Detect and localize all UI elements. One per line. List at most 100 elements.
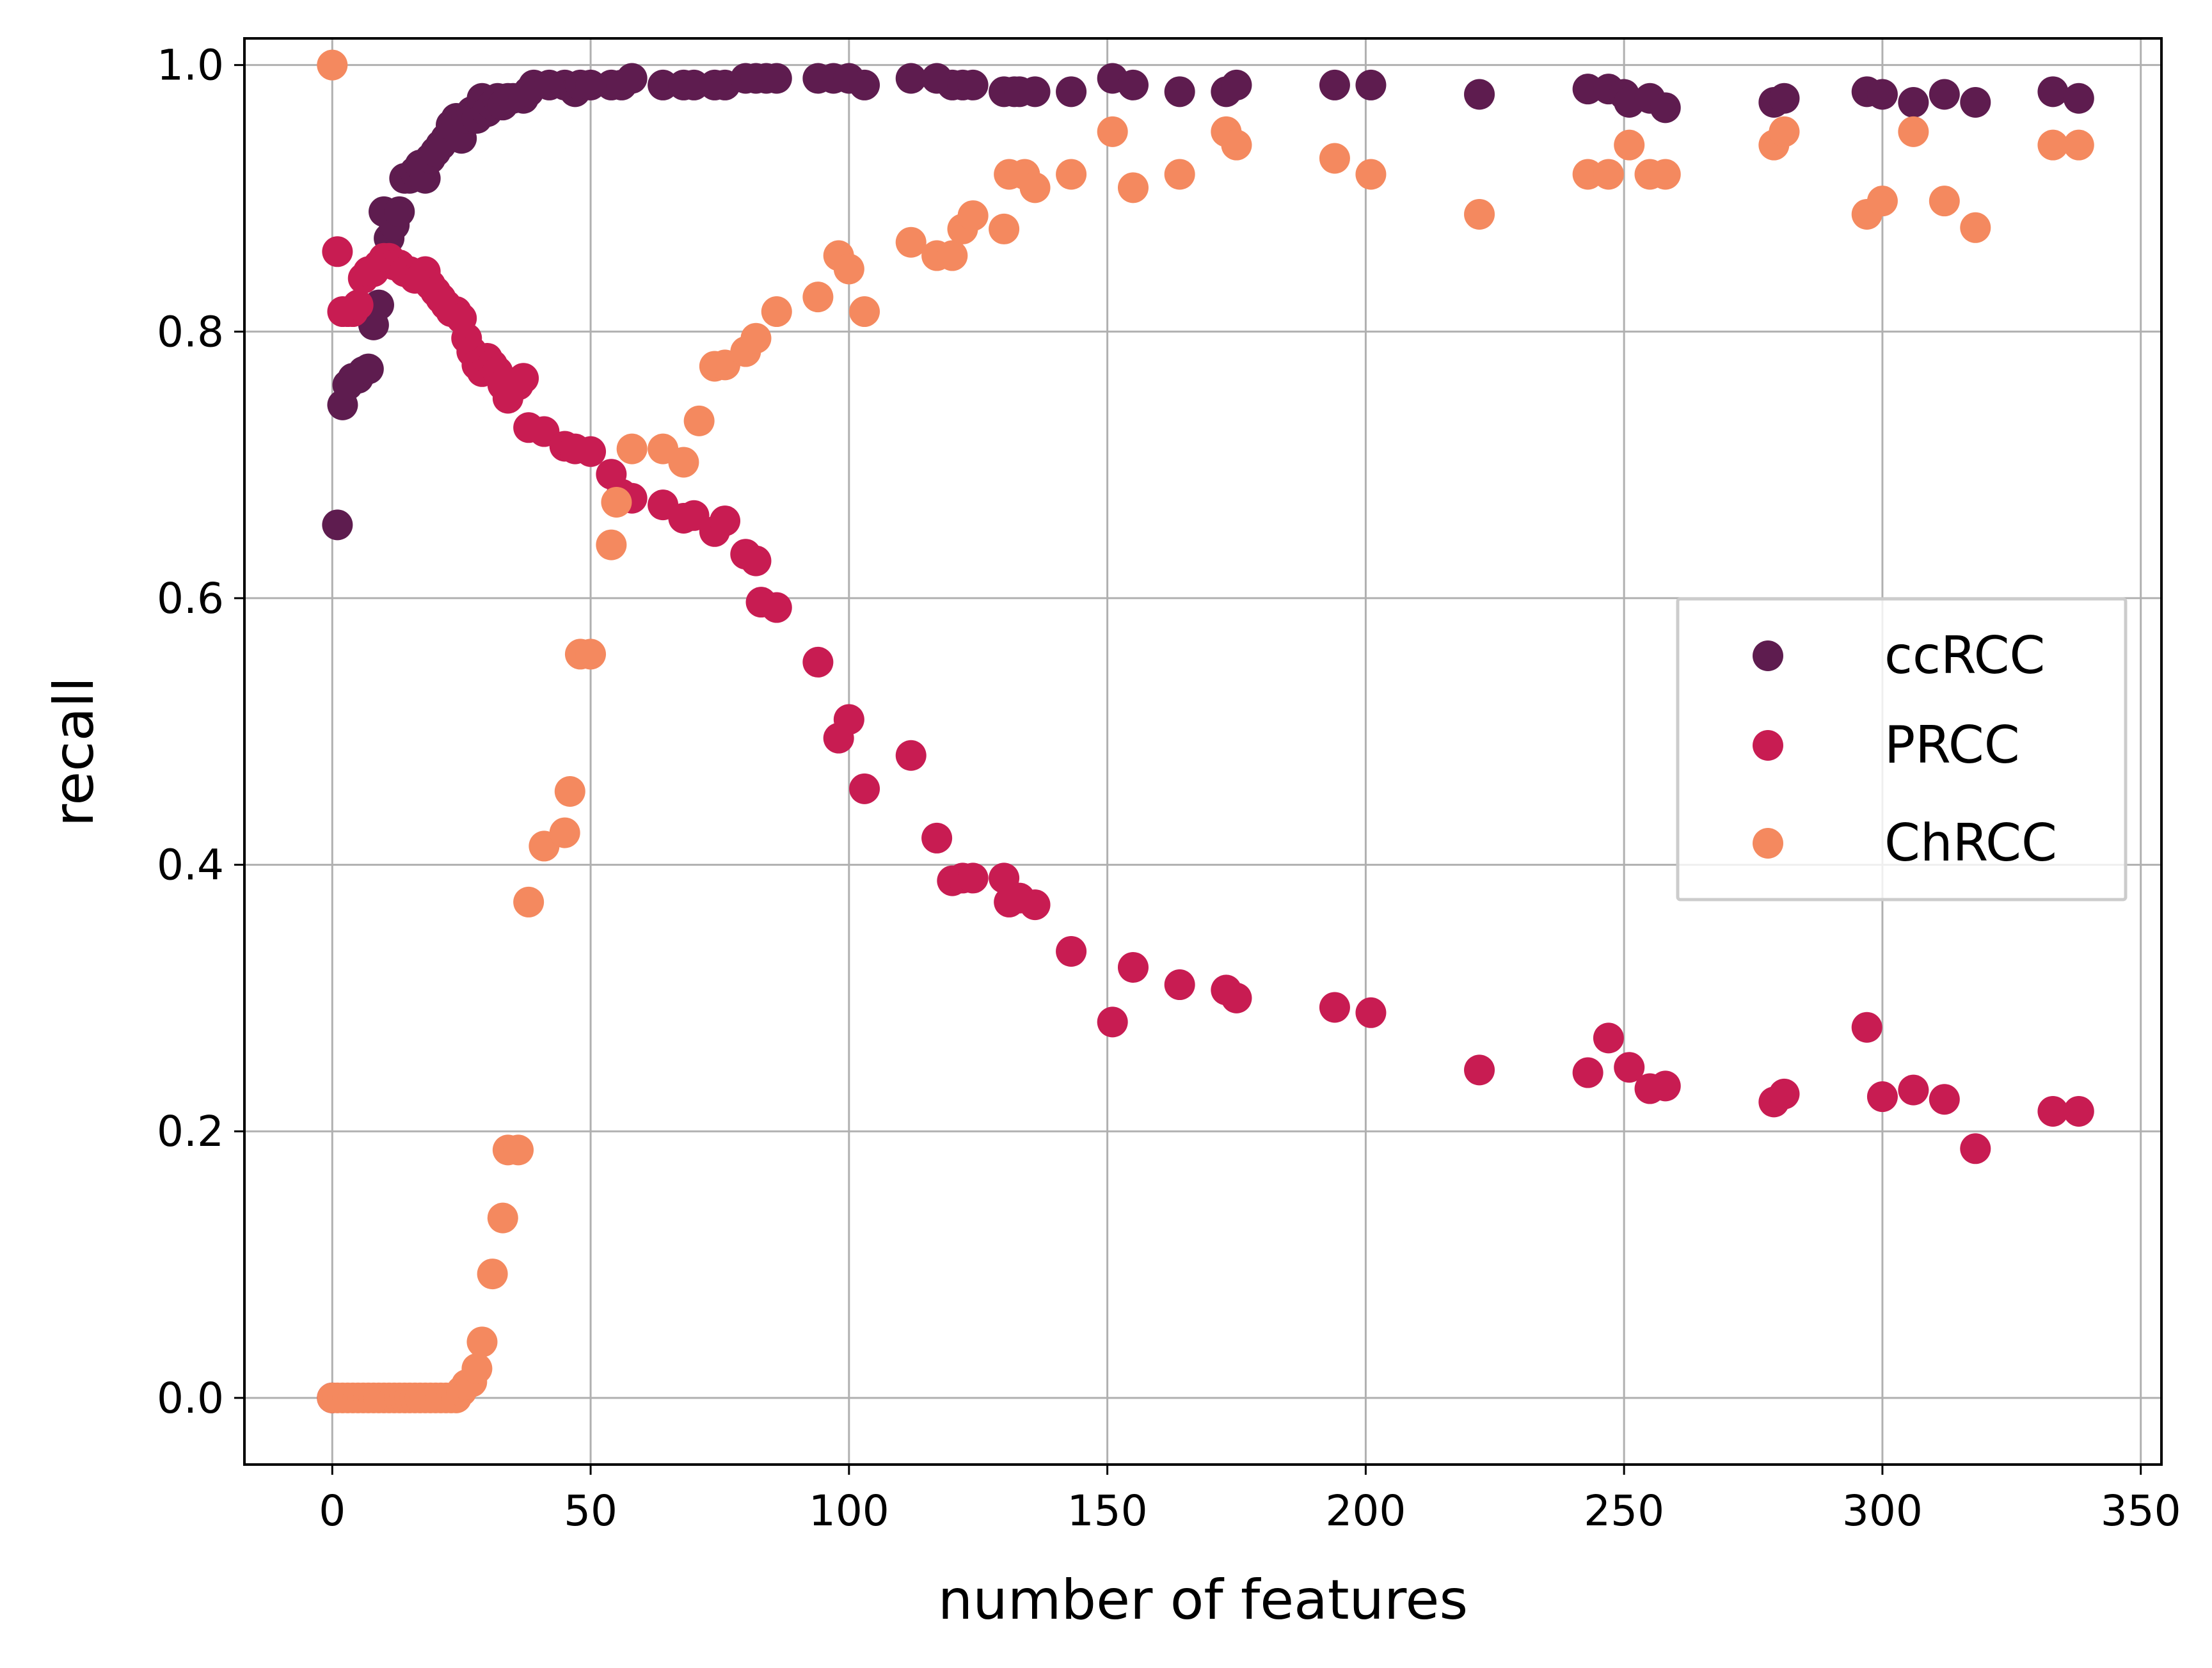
point-ccrcc: [1164, 76, 1195, 107]
point-ccrcc: [1355, 69, 1387, 100]
point-ccrcc: [1019, 76, 1051, 107]
point-prcc: [1164, 969, 1195, 1001]
point-chrcc: [554, 775, 585, 807]
point-chrcc: [668, 447, 699, 478]
y-axis-label: recall: [42, 677, 106, 827]
point-prcc: [740, 545, 772, 576]
point-ccrcc: [1319, 69, 1350, 100]
point-ccrcc: [895, 63, 927, 94]
point-chrcc: [2063, 129, 2094, 161]
x-tick-label: 200: [1325, 1486, 1406, 1536]
point-chrcc: [1355, 159, 1387, 190]
point-chrcc: [503, 1134, 534, 1166]
point-prcc: [921, 822, 953, 854]
legend-frame: [1676, 597, 2128, 902]
point-prcc: [1614, 1052, 1645, 1083]
point-prcc: [710, 505, 741, 537]
x-tick-label: 0: [319, 1486, 346, 1536]
plot-frame: [243, 37, 2163, 1466]
point-ccrcc: [1769, 83, 1800, 114]
y-axis-ticks: 0.0 0.2 0.4 0.6 0.8 1.0: [157, 41, 244, 1423]
point-prcc: [802, 646, 834, 678]
point-chrcc: [513, 886, 545, 917]
point-chrcc: [1164, 159, 1195, 190]
point-chrcc: [802, 282, 834, 313]
point-prcc: [849, 773, 880, 804]
point-ccrcc: [353, 353, 384, 385]
point-chrcc: [1769, 116, 1800, 147]
point-ccrcc: [1221, 69, 1252, 100]
legend-label-prcc: PRCC: [1884, 715, 2020, 775]
data-points: [317, 49, 2094, 1413]
point-chrcc: [477, 1259, 508, 1290]
point-prcc: [1650, 1070, 1681, 1102]
point-prcc: [1019, 889, 1051, 921]
point-prcc: [1355, 997, 1387, 1028]
x-axis-ticks: 0 50 100 150 200 250 300 350: [319, 1465, 2181, 1536]
x-tick-label: 300: [1842, 1486, 1923, 1536]
legend: ccRCC PRCC ChRCC: [1676, 597, 2128, 902]
point-chrcc: [317, 49, 348, 81]
point-prcc: [1929, 1084, 1960, 1115]
point-prcc: [1769, 1078, 1800, 1109]
point-chrcc: [601, 486, 632, 518]
y-tick-label: 1.0: [157, 41, 224, 90]
point-chrcc: [937, 240, 968, 271]
point-ccrcc: [322, 509, 353, 541]
legend-marker-ccrcc: [1753, 640, 1783, 671]
legend-label-chrcc: ChRCC: [1884, 813, 2057, 873]
point-prcc: [2037, 1095, 2069, 1127]
point-prcc: [1593, 1022, 1624, 1054]
point-chrcc: [2037, 129, 2069, 161]
point-chrcc: [1650, 159, 1681, 190]
point-chrcc: [466, 1326, 498, 1358]
legend-label-ccrcc: ccRCC: [1884, 626, 2045, 685]
y-tick-label: 0.2: [157, 1107, 224, 1156]
series-chrcc: [317, 49, 2094, 1413]
point-ccrcc: [957, 69, 989, 100]
x-axis-label: number of features: [938, 1568, 1468, 1632]
point-chrcc: [487, 1202, 518, 1234]
point-ccrcc: [2063, 83, 2094, 114]
point-ccrcc: [1929, 79, 1960, 110]
point-prcc: [761, 592, 792, 623]
point-chrcc: [1319, 143, 1350, 174]
point-chrcc: [1929, 186, 1960, 217]
point-ccrcc: [1464, 79, 1495, 110]
point-chrcc: [833, 253, 864, 285]
y-tick-label: 0.8: [157, 307, 224, 356]
point-chrcc: [740, 322, 772, 354]
y-tick-label: 0.4: [157, 841, 224, 890]
point-prcc: [678, 500, 710, 531]
point-prcc: [1960, 1133, 1991, 1164]
point-ccrcc: [616, 63, 648, 94]
point-chrcc: [849, 296, 880, 328]
y-tick-label: 0.6: [157, 574, 224, 623]
point-chrcc: [761, 296, 792, 328]
point-prcc: [1056, 935, 1087, 967]
legend-marker-prcc: [1753, 730, 1783, 761]
point-ccrcc: [384, 196, 415, 227]
point-ccrcc: [2037, 76, 2069, 107]
point-prcc: [1898, 1074, 1929, 1106]
point-chrcc: [616, 433, 648, 465]
point-chrcc: [461, 1353, 493, 1385]
point-prcc: [833, 704, 864, 735]
point-chrcc: [1221, 129, 1252, 161]
point-chrcc: [895, 226, 927, 258]
point-prcc: [957, 862, 989, 894]
point-ccrcc: [1056, 76, 1087, 107]
point-chrcc: [1464, 198, 1495, 230]
series-ccrcc: [317, 63, 2094, 1413]
point-ccrcc: [1866, 79, 1898, 110]
point-prcc: [1464, 1054, 1495, 1086]
point-prcc: [1319, 992, 1350, 1023]
x-tick-label: 50: [564, 1486, 617, 1536]
point-chrcc: [1898, 116, 1929, 147]
point-ccrcc: [761, 63, 792, 94]
point-chrcc: [1866, 186, 1898, 217]
point-chrcc: [1056, 159, 1087, 190]
point-chrcc: [596, 529, 627, 560]
x-tick-label: 350: [2101, 1486, 2181, 1536]
